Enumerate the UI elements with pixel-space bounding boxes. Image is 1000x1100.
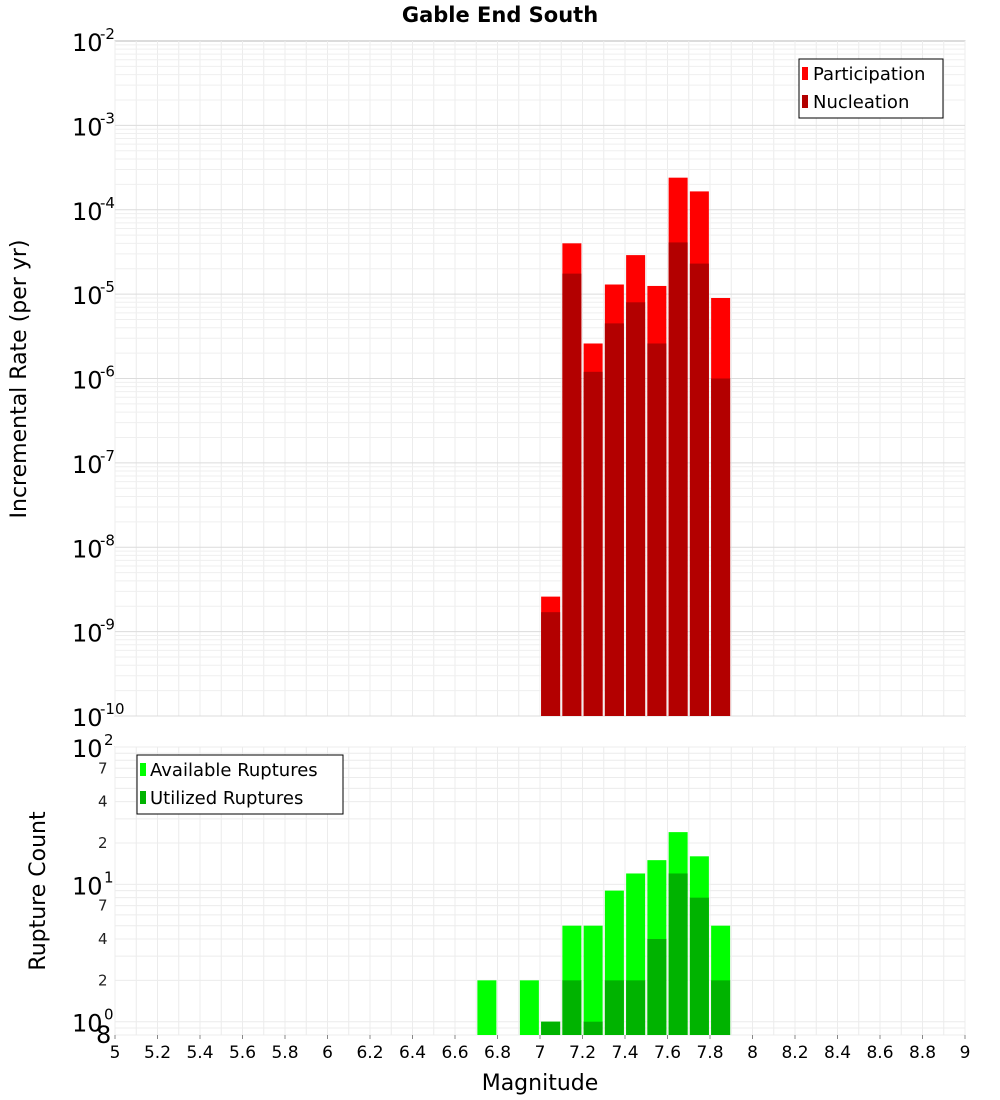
x-tick-label: 7	[535, 1043, 546, 1063]
count-legend: Available Ruptures Utilized Ruptures	[136, 754, 344, 815]
count-y-tick-base: 10	[72, 735, 103, 763]
x-tick-label: 5.6	[229, 1043, 256, 1063]
nucleation-bar	[647, 343, 667, 716]
count-y-minor-tick: 7	[98, 759, 108, 777]
count-y-tick-base: 10	[72, 1010, 103, 1038]
count-y-axis-label: Rupture Count	[26, 811, 51, 971]
rate-y-tick-exponent: -6	[100, 363, 115, 381]
rate-y-tick-base: 10	[72, 620, 103, 648]
legend-swatch-available	[140, 763, 146, 776]
nucleation-bar	[562, 273, 582, 716]
nucleation-bar	[711, 378, 731, 716]
rate-y-tick-exponent: -5	[100, 278, 115, 296]
rate-panel: Gable End South 10-1010-910-810-710-610-…	[7, 3, 966, 732]
utilized-ruptures-bar	[541, 1021, 561, 1035]
rate-y-tick-exponent: -2	[100, 25, 115, 43]
x-tick-label: 6.2	[356, 1043, 383, 1063]
legend-label-available: Available Ruptures	[150, 760, 318, 781]
available-ruptures-bar	[583, 925, 603, 1035]
utilized-ruptures-bar	[604, 980, 624, 1035]
rate-y-tick-exponent: -7	[100, 447, 115, 465]
rate-y-axis-label: Incremental Rate (per yr)	[7, 240, 32, 519]
rate-y-tick-exponent: -3	[100, 109, 115, 127]
available-ruptures-bar	[519, 980, 539, 1035]
rate-y-tick-base: 10	[72, 29, 103, 57]
x-tick-label: 6.8	[484, 1043, 511, 1063]
rate-y-tick-exponent: -8	[100, 531, 115, 549]
nucleation-bar	[604, 323, 624, 716]
legend-swatch-nucleation	[802, 95, 808, 108]
x-tick-label: 8.8	[909, 1043, 936, 1063]
nucleation-bar	[583, 371, 603, 716]
x-tick-label: 7.2	[569, 1043, 596, 1063]
count-legend-box	[136, 754, 344, 815]
count-y-minor-tick: 2	[98, 834, 108, 852]
utilized-ruptures-bar	[647, 939, 667, 1035]
x-tick-label: 8.6	[866, 1043, 893, 1063]
rate-y-tick-exponent: -9	[100, 616, 115, 634]
rate-y-tick-base: 10	[72, 198, 103, 226]
count-y-tick-exponent: 1	[104, 868, 114, 886]
count-y-tick-base: 10	[72, 872, 103, 900]
x-tick-label: 5.8	[271, 1043, 298, 1063]
rate-legend: Participation Nucleation	[798, 58, 944, 119]
utilized-ruptures-bar	[711, 980, 731, 1035]
count-y-tick-exponent: 2	[104, 731, 114, 749]
chart-title: Gable End South	[402, 3, 598, 27]
x-tick-label: 7.6	[654, 1043, 681, 1063]
x-tick-label: 8	[747, 1043, 758, 1063]
nucleation-bar	[689, 263, 709, 716]
rate-y-tick-base: 10	[72, 535, 103, 563]
rate-y-tick-exponent: -10	[100, 700, 125, 718]
legend-label-participation: Participation	[813, 64, 925, 85]
x-axis-label: Magnitude	[482, 1071, 599, 1096]
x-tick-label: 6	[322, 1043, 333, 1063]
rate-gridlines	[114, 41, 966, 717]
legend-label-nucleation: Nucleation	[813, 92, 909, 113]
count-y-minor-tick: 7	[98, 897, 108, 915]
x-tick-label: 5.2	[144, 1043, 171, 1063]
rate-bars	[541, 177, 731, 717]
count-y-tick-exponent: 0	[104, 1006, 114, 1024]
utilized-ruptures-bar	[583, 1021, 603, 1035]
rate-y-tick-base: 10	[72, 282, 103, 310]
utilized-ruptures-bar	[626, 980, 646, 1035]
count-y-minor-tick: 4	[98, 930, 108, 948]
nucleation-bar	[541, 612, 561, 716]
legend-swatch-participation	[802, 67, 808, 80]
x-tick-label: 6.4	[399, 1043, 426, 1063]
rate-y-tick-base: 10	[72, 367, 103, 395]
legend-label-utilized: Utilized Ruptures	[150, 788, 303, 809]
rate-y-tick-base: 10	[72, 113, 103, 141]
nucleation-bar	[668, 242, 688, 716]
rate-y-tick-base: 10	[72, 704, 103, 732]
count-y-minor-tick: 4	[98, 793, 108, 811]
rate-y-tick-exponent: -4	[100, 194, 115, 212]
x-tick-label: 8.2	[781, 1043, 808, 1063]
utilized-ruptures-bar	[562, 980, 582, 1035]
x-tick-label: 5	[110, 1043, 121, 1063]
x-tick-label: 9	[960, 1043, 971, 1063]
x-tick-label: 5.4	[186, 1043, 213, 1063]
x-tick-label: 7.4	[611, 1043, 638, 1063]
count-bars	[477, 832, 731, 1035]
available-ruptures-bar	[477, 980, 497, 1035]
utilized-ruptures-bar	[668, 873, 688, 1035]
nucleation-bar	[626, 302, 646, 716]
rate-legend-box	[798, 58, 944, 119]
utilized-ruptures-bar	[689, 897, 709, 1035]
legend-swatch-utilized	[140, 791, 146, 804]
count-y-minor-tick: 2	[98, 971, 108, 989]
x-tick-label: 8.4	[824, 1043, 851, 1063]
x-tick-label: 6.6	[441, 1043, 468, 1063]
count-y-minor-tick: 8	[96, 1021, 111, 1049]
x-tick-labels: 5 5.2 5.4 5.6 5.8 6 6.2 6.4 6.6 6.8 7 7.2 7.4 7.6 7.8 8…	[110, 1035, 971, 1063]
x-tick-label: 7.8	[696, 1043, 723, 1063]
rate-y-tick-base: 10	[72, 451, 103, 479]
